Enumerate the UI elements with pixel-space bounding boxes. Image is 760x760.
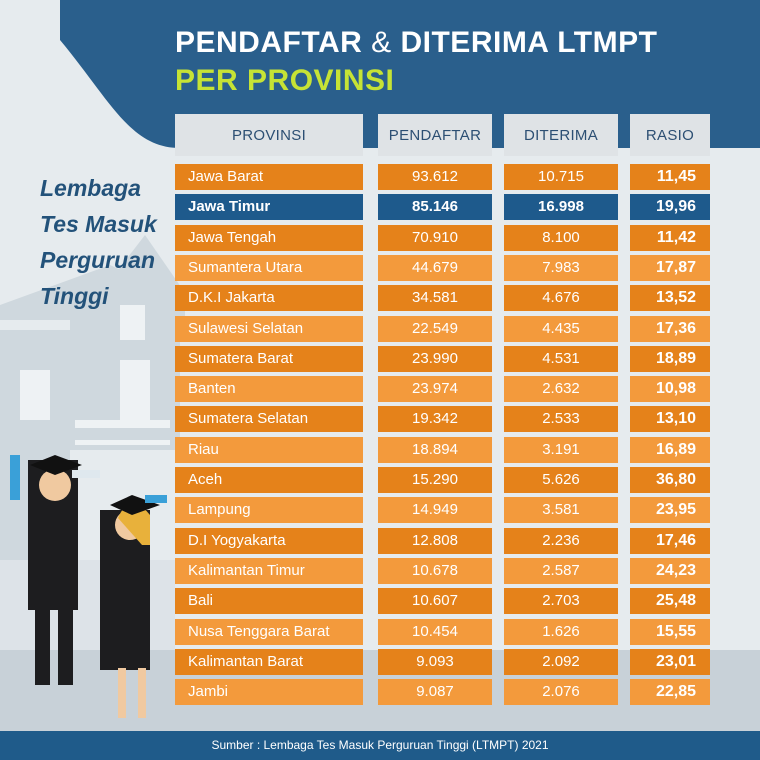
cell-diterima: 16.998 xyxy=(504,194,618,220)
cell-rasio: 18,89 xyxy=(630,346,710,372)
building-windows xyxy=(20,305,170,445)
cell-pendaftar: 10.678 xyxy=(378,558,492,584)
cell-diterima: 2.236 xyxy=(504,528,618,554)
cell-rasio: 17,87 xyxy=(630,255,710,281)
cell-provinsi: D.K.I Jakarta xyxy=(175,285,363,311)
cell-rasio: 23,01 xyxy=(630,649,710,675)
cell-provinsi: Banten xyxy=(175,376,363,402)
cell-provinsi: Sumatera Barat xyxy=(175,346,363,372)
cell-pendaftar: 10.607 xyxy=(378,588,492,614)
cell-diterima: 2.092 xyxy=(504,649,618,675)
cell-diterima: 2.587 xyxy=(504,558,618,584)
cell-pendaftar: 23.990 xyxy=(378,346,492,372)
cell-diterima: 4.676 xyxy=(504,285,618,311)
cell-provinsi: Sumantera Utara xyxy=(175,255,363,281)
header-banner xyxy=(60,0,760,148)
cell-diterima: 3.581 xyxy=(504,497,618,523)
cell-pendaftar: 93.612 xyxy=(378,164,492,190)
cell-pendaftar: 70.910 xyxy=(378,225,492,251)
cell-diterima: 2.076 xyxy=(504,679,618,705)
graduates-illustration xyxy=(10,455,167,718)
cell-pendaftar: 44.679 xyxy=(378,255,492,281)
cell-rasio: 17,36 xyxy=(630,316,710,342)
cell-diterima: 2.703 xyxy=(504,588,618,614)
side-caption-line: Tes Masuk xyxy=(40,211,157,237)
cell-provinsi: Kalimantan Timur xyxy=(175,558,363,584)
cell-diterima: 8.100 xyxy=(504,225,618,251)
side-caption: Lembaga Tes Masuk Perguruan Tinggi xyxy=(40,170,180,314)
cell-diterima: 2.533 xyxy=(504,406,618,432)
cell-pendaftar: 85.146 xyxy=(378,194,492,220)
cell-rasio: 22,85 xyxy=(630,679,710,705)
cell-rasio: 11,45 xyxy=(630,164,710,190)
cell-provinsi: D.I Yogyakarta xyxy=(175,528,363,554)
header-rasio: RASIO xyxy=(630,114,710,156)
cell-provinsi: Nusa Tenggara Barat xyxy=(175,619,363,645)
chart-title-line1: PENDAFTAR & DITERIMA LTMPT xyxy=(175,26,657,60)
cell-diterima: 2.632 xyxy=(504,376,618,402)
header-pendaftar: PENDAFTAR xyxy=(378,114,492,156)
cell-provinsi: Jawa Barat xyxy=(175,164,363,190)
cell-provinsi: Jambi xyxy=(175,679,363,705)
cell-rasio: 25,48 xyxy=(630,588,710,614)
side-caption-line: Perguruan xyxy=(40,247,156,273)
cell-provinsi: Lampung xyxy=(175,497,363,523)
cell-rasio: 24,23 xyxy=(630,558,710,584)
title-pendaftar: PENDAFTAR xyxy=(175,26,363,59)
cell-rasio: 15,55 xyxy=(630,619,710,645)
cell-pendaftar: 12.808 xyxy=(378,528,492,554)
cell-diterima: 7.983 xyxy=(504,255,618,281)
cell-pendaftar: 34.581 xyxy=(378,285,492,311)
cell-rasio: 13,52 xyxy=(630,285,710,311)
cell-rasio: 17,46 xyxy=(630,528,710,554)
cell-diterima: 5.626 xyxy=(504,467,618,493)
cell-pendaftar: 15.290 xyxy=(378,467,492,493)
cell-provinsi: Aceh xyxy=(175,467,363,493)
cell-pendaftar: 9.093 xyxy=(378,649,492,675)
cell-provinsi: Riau xyxy=(175,437,363,463)
cell-pendaftar: 10.454 xyxy=(378,619,492,645)
cell-diterima: 3.191 xyxy=(504,437,618,463)
cell-rasio: 16,89 xyxy=(630,437,710,463)
cell-pendaftar: 18.894 xyxy=(378,437,492,463)
cell-diterima: 10.715 xyxy=(504,164,618,190)
side-caption-line: Tinggi xyxy=(40,283,109,309)
title-diterima: DITERIMA LTMPT xyxy=(400,26,658,59)
chart-title-line2: PER PROVINSI xyxy=(175,64,395,97)
cell-provinsi: Bali xyxy=(175,588,363,614)
source-footer: Sumber : Lembaga Tes Masuk Perguruan Tin… xyxy=(0,731,760,760)
cell-pendaftar: 14.949 xyxy=(378,497,492,523)
side-caption-line: Lembaga xyxy=(40,175,141,201)
cell-diterima: 4.531 xyxy=(504,346,618,372)
cell-provinsi: Sumatera Selatan xyxy=(175,406,363,432)
cell-rasio: 10,98 xyxy=(630,376,710,402)
cell-provinsi: Jawa Tengah xyxy=(175,225,363,251)
cell-diterima: 4.435 xyxy=(504,316,618,342)
header-provinsi: PROVINSI xyxy=(175,114,363,156)
title-ampersand: & xyxy=(371,26,392,59)
header-diterima: DITERIMA xyxy=(504,114,618,156)
cell-pendaftar: 9.087 xyxy=(378,679,492,705)
cell-pendaftar: 19.342 xyxy=(378,406,492,432)
cell-provinsi: Jawa Timur xyxy=(175,194,363,220)
cell-rasio: 19,96 xyxy=(630,194,710,220)
cell-rasio: 36,80 xyxy=(630,467,710,493)
cell-rasio: 13,10 xyxy=(630,406,710,432)
cell-rasio: 11,42 xyxy=(630,225,710,251)
cell-provinsi: Sulawesi Selatan xyxy=(175,316,363,342)
cell-provinsi: Kalimantan Barat xyxy=(175,649,363,675)
cell-pendaftar: 23.974 xyxy=(378,376,492,402)
cell-pendaftar: 22.549 xyxy=(378,316,492,342)
cell-diterima: 1.626 xyxy=(504,619,618,645)
cell-rasio: 23,95 xyxy=(630,497,710,523)
